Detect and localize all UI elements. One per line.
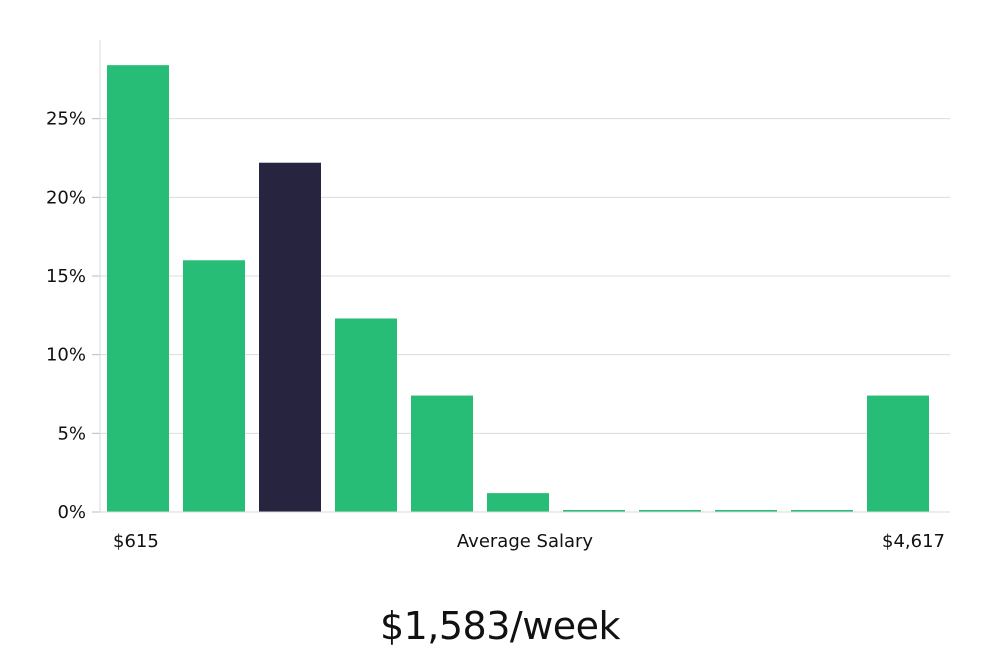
salary-histogram: 0% 5% 10% 15% 20% 25% $615 Average Salary $4,… (46, 40, 950, 552)
y-axis-ticks: 0% 5% 10% 15% 20% 25% (46, 109, 100, 523)
bar (791, 510, 853, 512)
bar (487, 493, 549, 512)
y-tick-label: 10% (46, 345, 86, 366)
y-tick-label: 15% (46, 266, 86, 287)
bar (715, 510, 777, 512)
y-tick-label: 5% (57, 423, 86, 444)
y-tick-label: 0% (57, 502, 86, 523)
average-salary-value: $1,583/week (379, 604, 621, 648)
x-start-label: $615 (113, 531, 159, 552)
bar (563, 510, 625, 512)
bar-highlighted (259, 162, 321, 512)
y-tick-label: 25% (46, 109, 86, 130)
bar (411, 395, 473, 512)
bar (183, 260, 245, 512)
bar (639, 510, 701, 512)
bar (335, 318, 397, 512)
bar (107, 65, 169, 513)
bar (867, 395, 929, 512)
y-tick-label: 20% (46, 187, 86, 208)
x-end-label: $4,617 (882, 531, 945, 552)
x-axis-label: Average Salary (457, 531, 594, 552)
bars (107, 65, 929, 513)
